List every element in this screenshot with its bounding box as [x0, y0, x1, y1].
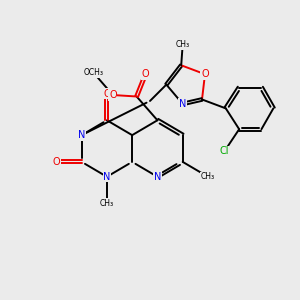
Text: N: N: [154, 172, 161, 182]
Text: CH₃: CH₃: [100, 199, 114, 208]
Text: O: O: [201, 69, 209, 79]
Text: N: N: [78, 130, 85, 140]
Text: O: O: [142, 69, 149, 79]
Text: CH₃: CH₃: [176, 40, 190, 49]
Text: N: N: [103, 172, 111, 182]
Text: O: O: [52, 157, 60, 167]
Text: O: O: [103, 88, 111, 98]
Text: CH₃: CH₃: [201, 172, 215, 181]
Text: N: N: [179, 99, 186, 109]
Text: O: O: [109, 90, 117, 100]
Text: Cl: Cl: [220, 146, 229, 157]
Text: OCH₃: OCH₃: [83, 68, 103, 77]
